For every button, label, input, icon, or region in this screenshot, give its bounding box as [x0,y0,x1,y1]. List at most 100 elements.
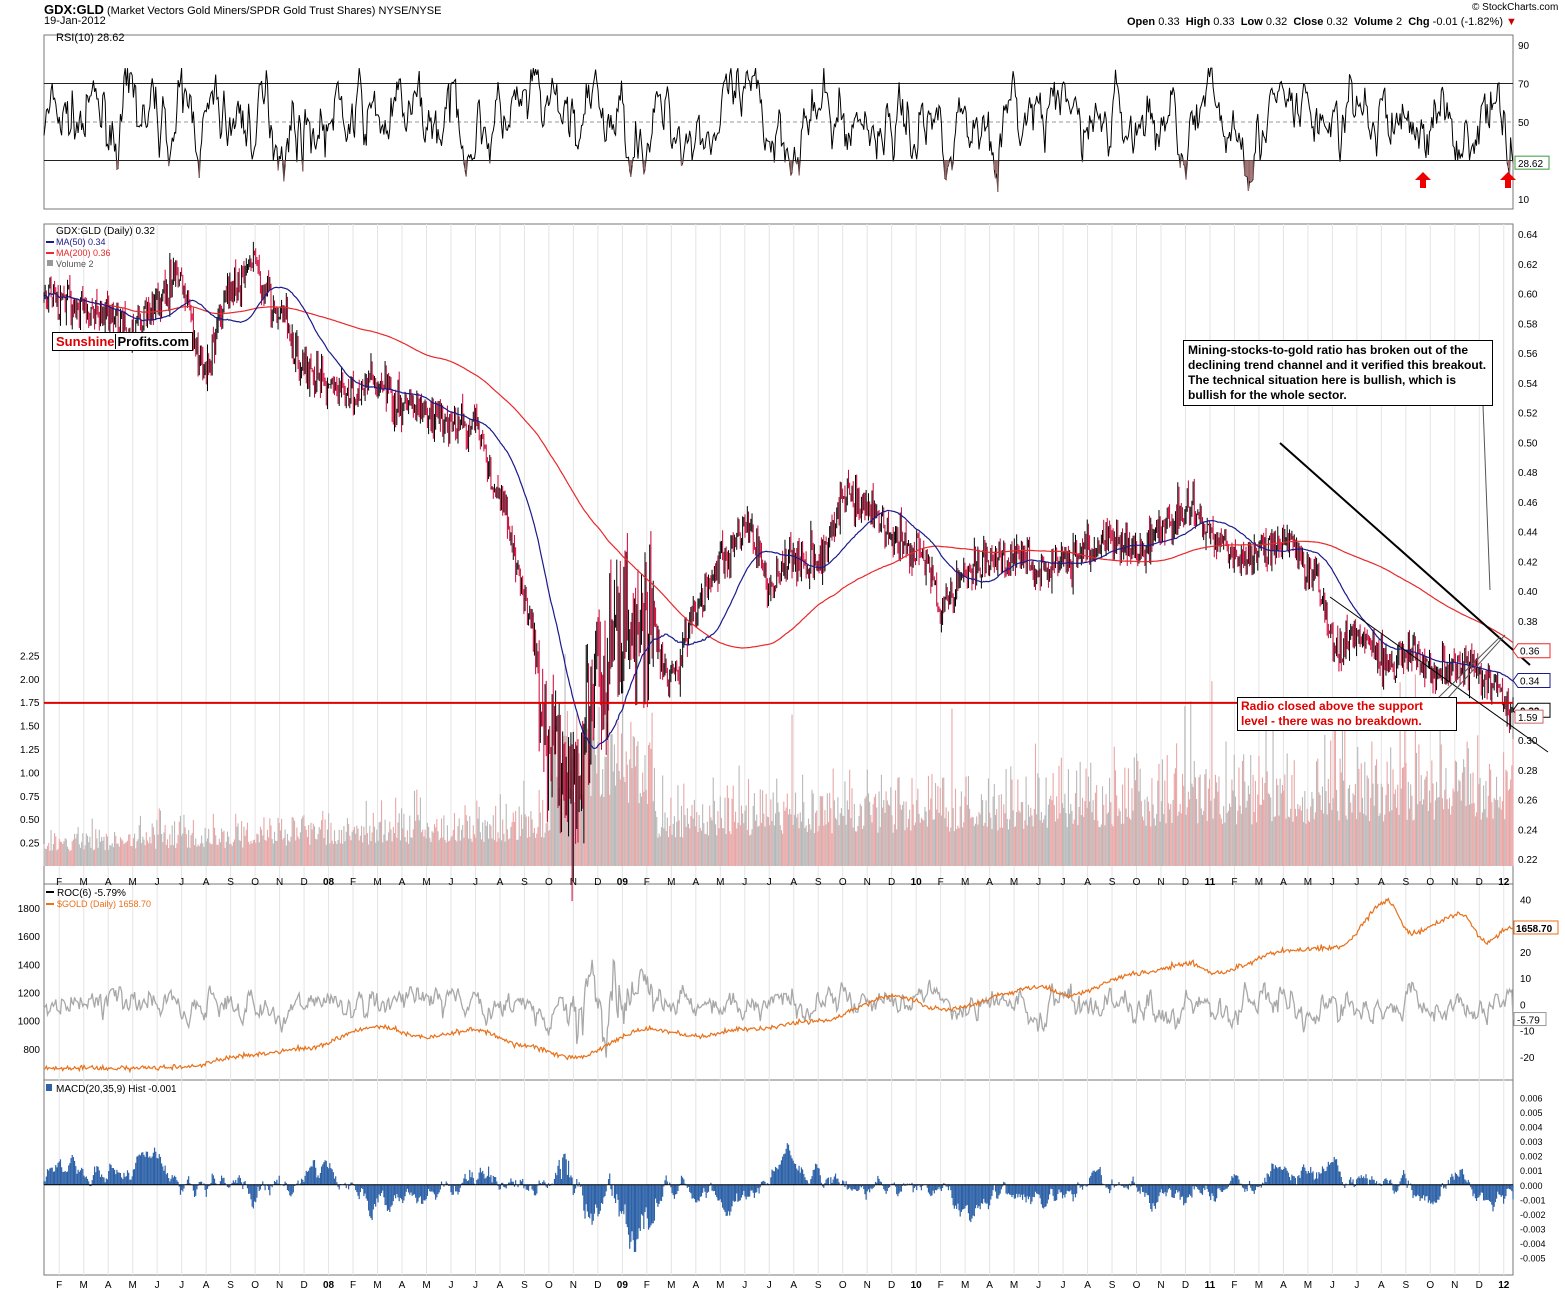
price-axis-tick: 0.44 [1518,528,1538,539]
sunshine-profits-logo: Sunshine Profits.com [52,332,194,351]
month-tick-label: N [570,877,577,888]
month-tick-label: J [473,877,478,888]
rsi-axis-tick: 10 [1518,195,1530,206]
logo-part-sunshine: Sunshine [56,334,115,349]
month-tick-label: O [1426,1280,1434,1291]
price-axis-tick: 0.52 [1518,409,1538,420]
trend-channel-lower [1329,596,1549,753]
month-tick-label: J [742,877,747,888]
month-tick-label: F [1231,877,1237,888]
month-tick-label: 12 [1498,1280,1510,1291]
low-value: 0.32 [1265,16,1288,28]
last-value-tag-ma50 [1512,673,1551,689]
macd-axis-tick: 0.003 [1520,1137,1543,1147]
month-tick-label: F [938,877,944,888]
macd-axis-tick: -0.005 [1520,1254,1546,1264]
month-tick-label: J [1036,877,1041,888]
roc-axis-tick: -20 [1520,1053,1535,1064]
month-tick-label: S [815,1280,822,1291]
last-value-ma50: 0.34 [1520,677,1540,688]
roc-axis-tick: 40 [1520,895,1532,906]
volume-axis-tick: 1.25 [20,745,40,756]
month-tick-label: O [1133,877,1141,888]
macd-axis-tick: 0.006 [1520,1093,1543,1103]
month-tick-label: 11 [1205,877,1216,888]
month-tick-label: O [839,1280,847,1291]
ma50-legend: MA(50) 0.34 [56,237,106,247]
price-axis-tick: 0.40 [1518,587,1538,598]
month-tick-label: A [497,877,504,888]
month-tick-label: M [1304,877,1312,888]
month-tick-label: N [570,1280,577,1291]
month-tick-label: D [594,877,601,888]
month-tick-label: S [521,1280,528,1291]
month-tick-label: N [1451,877,1458,888]
brand-label: © StockCharts.com [1472,2,1559,13]
month-tick-label: A [1280,877,1287,888]
month-tick-label: J [473,1280,478,1291]
month-tick-label: S [815,877,822,888]
price-axis-tick: 0.58 [1518,319,1538,330]
roc-last-value: -5.79 [1517,1016,1540,1027]
volume-axis-tick: 1.00 [20,768,40,779]
panel-frame-roc [43,883,1514,1081]
month-tick-label: 11 [1205,1280,1216,1291]
month-tick-label: O [251,1280,259,1291]
rsi-last-value: 28.62 [1518,159,1543,170]
month-tick-label: J [1354,1280,1359,1291]
breakout-annotation: Mining-stocks-to-gold ratio has broken o… [1183,340,1493,406]
roc-axis-tick: 10 [1520,974,1532,985]
gold-axis-tick: 1200 [18,989,41,1000]
macd-axis-tick: -0.004 [1520,1239,1546,1249]
month-tick-label: A [692,877,699,888]
volume-value: 2 [1395,16,1403,28]
roc-axis-tick: -10 [1520,1027,1535,1038]
symbol-description: (Market Vectors Gold Miners/SPDR Gold Tr… [107,5,376,17]
month-tick-label: 08 [323,1280,335,1291]
annotation-pointer [1433,636,1501,703]
price-axis-tick: 0.28 [1518,766,1538,777]
month-tick-label: A [790,877,797,888]
month-tick-label: M [129,1280,137,1291]
panel-frame-macd [43,1079,1514,1276]
month-tick-label: N [276,1280,283,1291]
roc-legend: ROC(6) -5.79% [57,888,126,899]
month-tick-label: A [203,1280,210,1291]
trend-channel-upper [1279,442,1531,666]
month-tick-label: A [203,877,210,888]
price-axis-tick: 0.24 [1518,825,1538,836]
month-tick-label: D [300,877,307,888]
month-tick-label: J [767,1280,772,1291]
month-tick-label: M [373,877,381,888]
month-tick-label: J [1330,1280,1335,1291]
month-tick-label: F [350,877,356,888]
month-tick-label: J [1330,877,1335,888]
gold-last-value: 1658.70 [1516,924,1553,935]
price-axis-tick: 0.48 [1518,468,1538,479]
month-tick-label: D [594,1280,601,1291]
price-axis-tick: 0.56 [1518,349,1538,360]
month-tick-label: A [986,1280,993,1291]
ma200-line [43,292,1514,649]
month-tick-label: A [497,1280,504,1291]
gold-line [43,897,1514,1074]
support-annotation: Radio closed above the support level - t… [1237,697,1457,731]
month-tick-label: M [1304,1280,1312,1291]
month-tick-label: N [864,877,871,888]
month-tick-label: 08 [323,877,335,888]
month-tick-label: M [1255,1280,1263,1291]
month-tick-label: M [667,877,675,888]
chart-header-left: GDX:GLD (Market Vectors Gold Miners/SPDR… [44,2,441,17]
month-tick-label: M [1010,1280,1018,1291]
volume-legend-swatch [47,260,53,266]
month-tick-label: J [448,1280,453,1291]
month-tick-label: S [1402,877,1409,888]
month-tick-label: J [742,1280,747,1291]
month-tick-label: J [767,877,772,888]
month-tick-label: D [888,1280,895,1291]
gold-axis-tick: 1800 [18,904,41,915]
month-tick-label: S [227,877,234,888]
down-triangle-icon: ▼ [1506,16,1517,28]
month-tick-label: F [56,1280,62,1291]
